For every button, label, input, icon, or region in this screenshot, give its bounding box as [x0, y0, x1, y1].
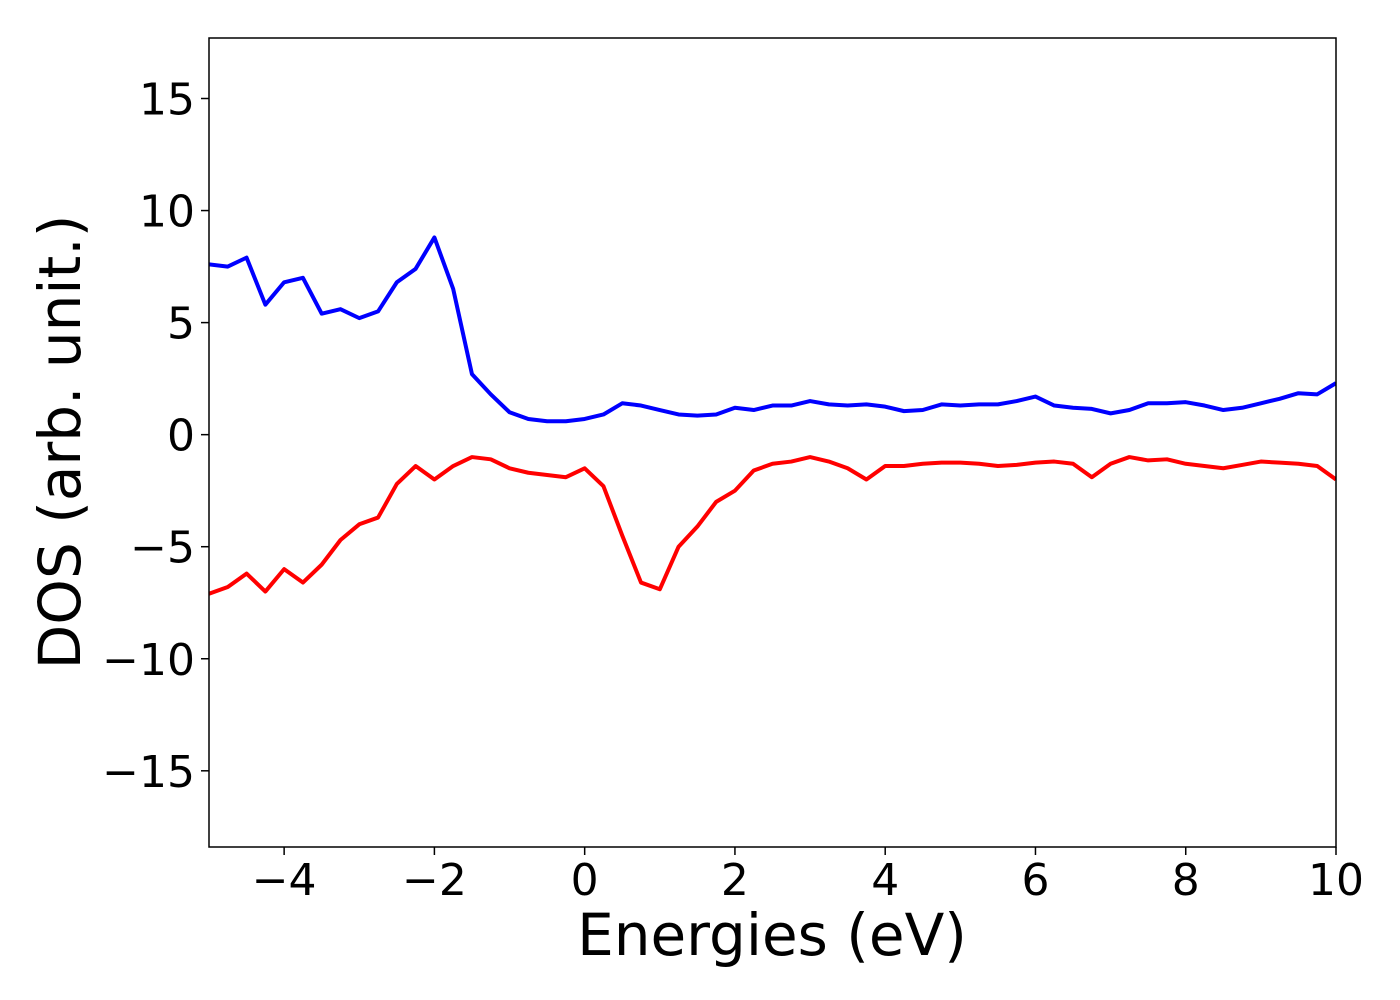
x-tick-label: −2 — [402, 855, 467, 906]
y-axis-label: DOS (arb. unit.) — [26, 215, 94, 670]
x-axis-label: Energies (eV) — [577, 901, 967, 969]
y-tick-label: 5 — [167, 299, 195, 350]
x-tick-label: 0 — [571, 855, 599, 906]
data-line — [209, 235, 1336, 424]
x-tick-label: 8 — [1172, 855, 1200, 906]
y-tick-label: 15 — [139, 75, 195, 126]
data-line — [209, 455, 1336, 596]
x-tick-label: 6 — [1021, 855, 1049, 906]
x-tick-label: 4 — [871, 855, 899, 906]
y-tick-label: −10 — [102, 635, 195, 686]
x-tick-label: 2 — [721, 855, 749, 906]
plot-frame — [208, 37, 1337, 848]
y-tick-label: 0 — [167, 411, 195, 462]
x-tick-label: 10 — [1308, 855, 1364, 906]
y-tick-label: −5 — [130, 523, 195, 574]
y-tick-label: −15 — [102, 747, 195, 798]
y-tick-label: 10 — [139, 187, 195, 238]
x-tick-label: −4 — [252, 855, 317, 906]
